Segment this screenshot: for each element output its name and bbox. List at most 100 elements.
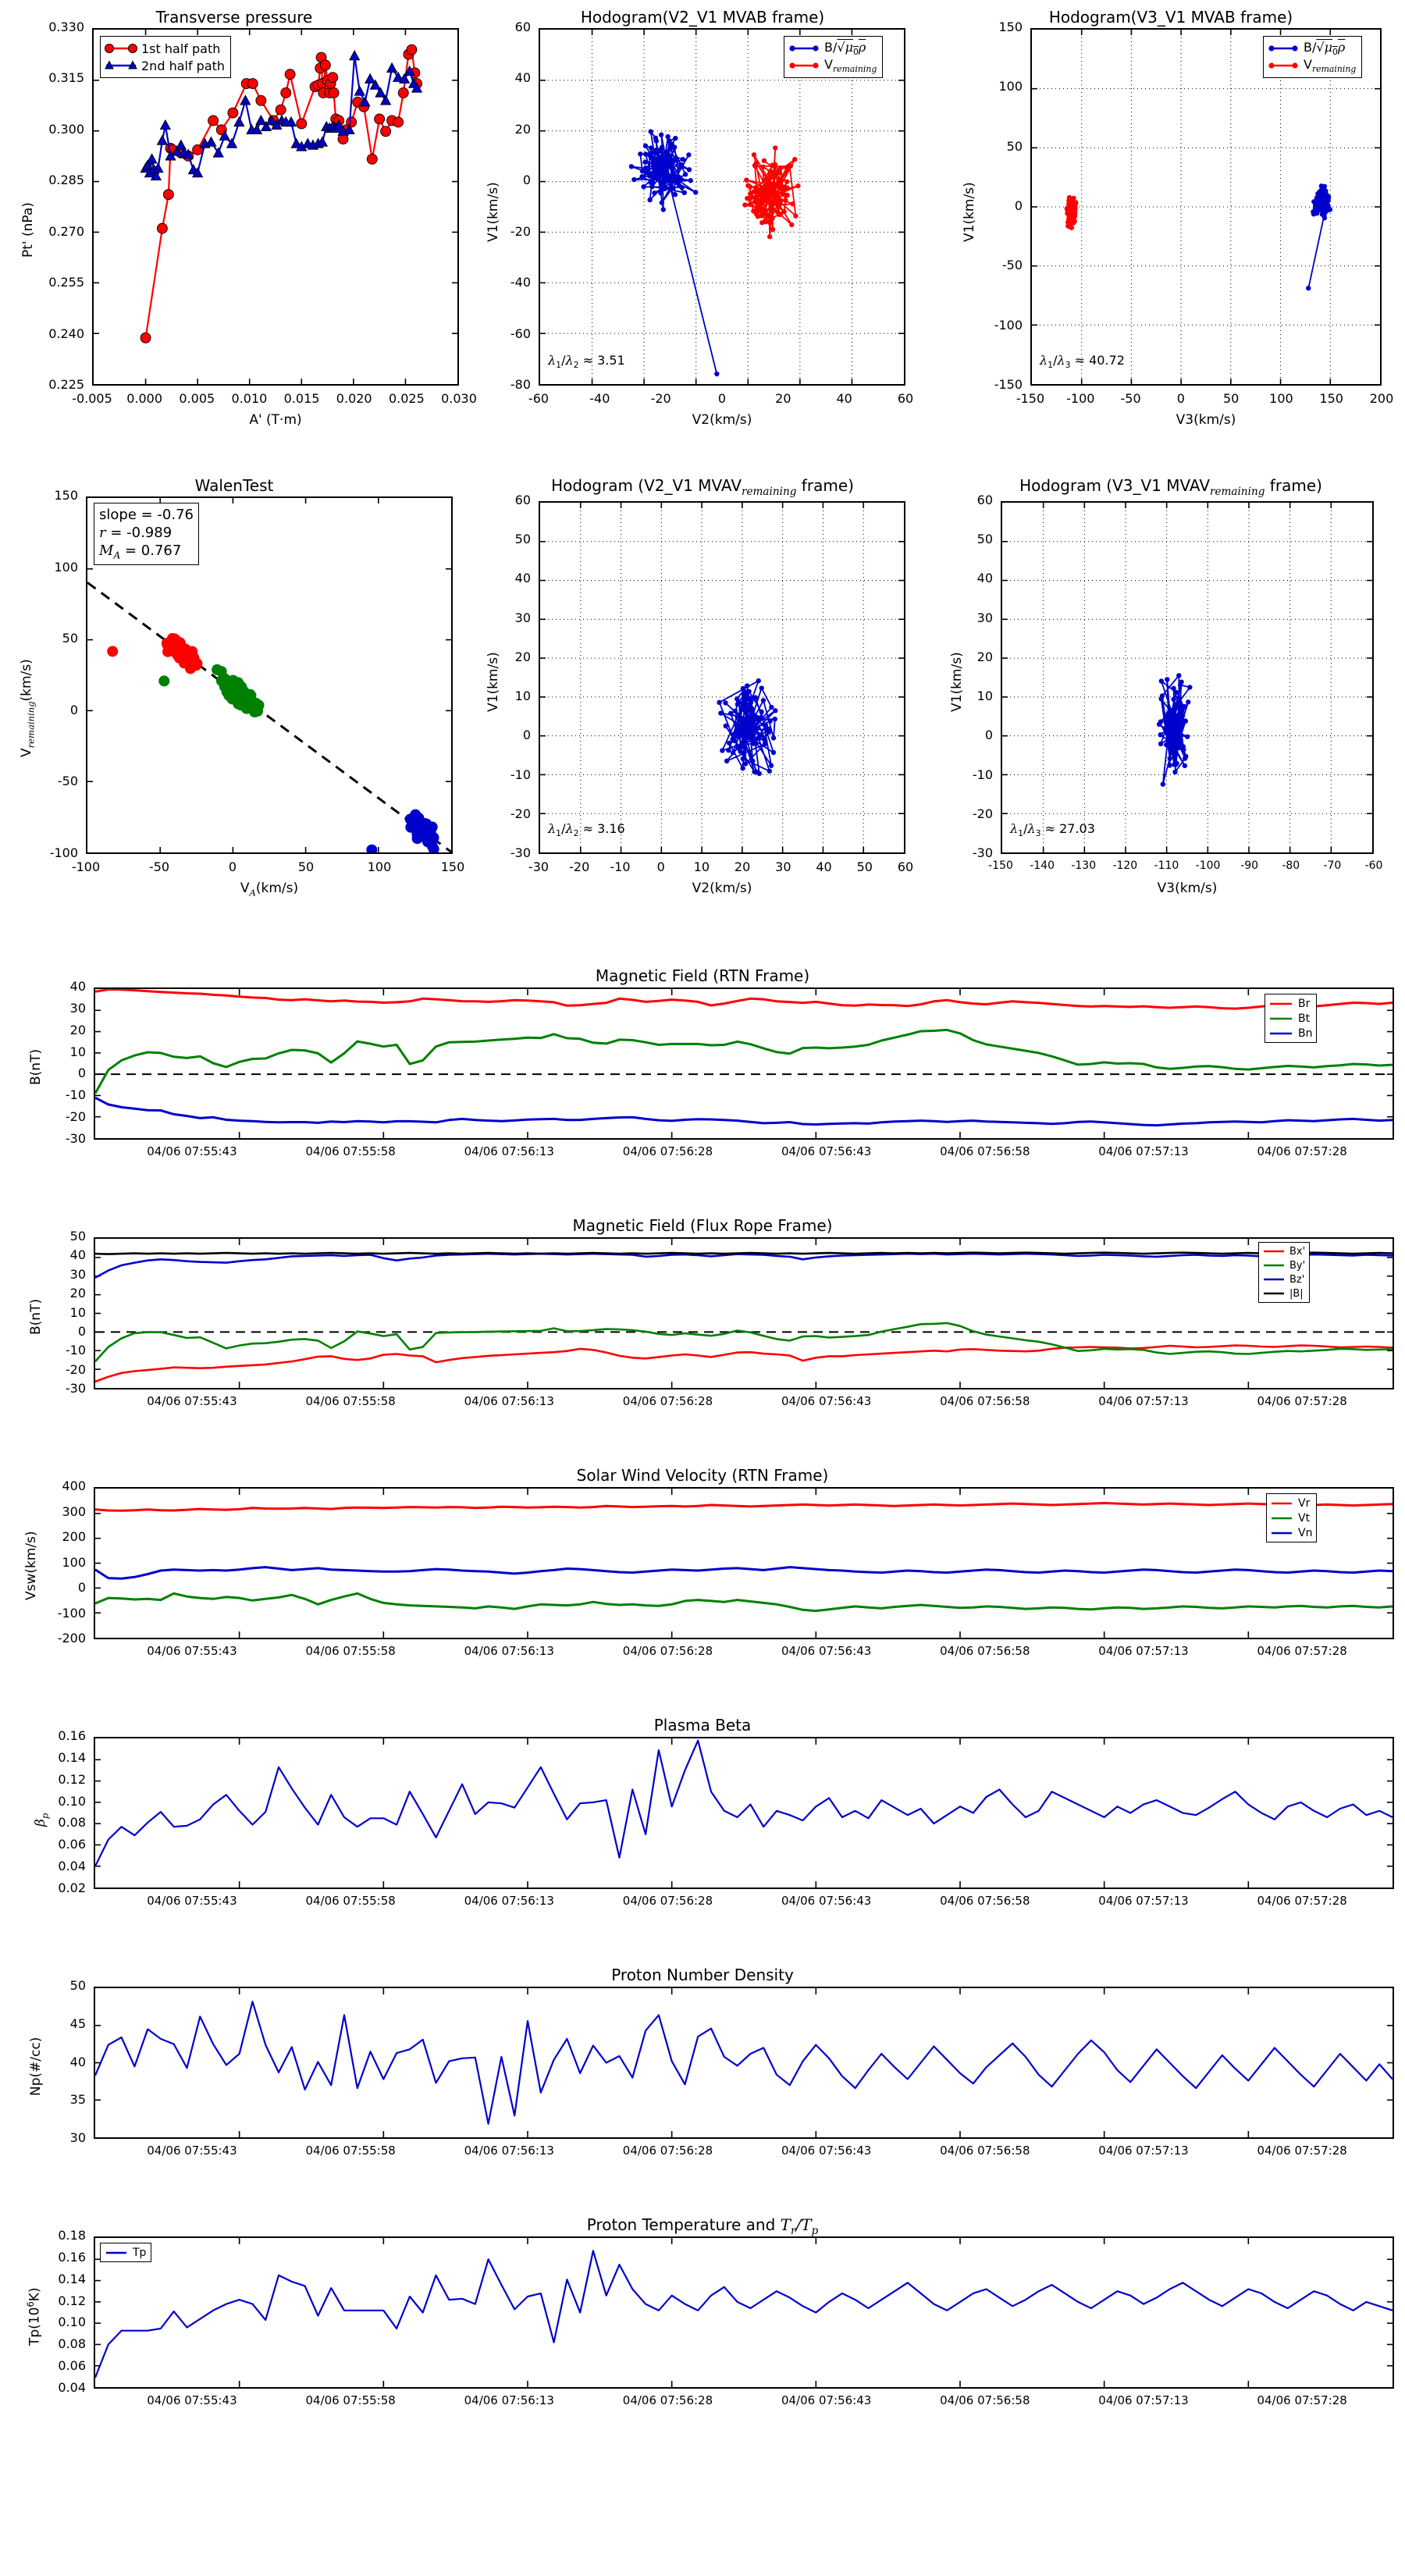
legend-swatch-alfven [1268,45,1298,52]
legend-row: Bx' [1263,1244,1305,1258]
legend-swatch-1st-half [105,44,137,53]
y-tick-label: -20 [972,806,993,821]
plot-area [94,1487,1394,1639]
walen-r: r = -0.989 [99,525,173,542]
x-tick-label: -0.005 [72,391,112,406]
legend-row: Vremaining [788,57,877,74]
panel-magnetic-field-rtn: Magnetic Field (RTN Frame) B(nT) Br Bt B… [0,956,1405,1206]
x-tick-label: 10 [693,859,710,874]
x-tick-label: -50 [1120,391,1141,406]
y-tick-label: 0.285 [48,173,84,188]
y-axis-label: B(nT) [28,1298,44,1335]
time-axis-tick-label: 04/06 07:56:28 [622,2144,713,2158]
panel-title: Hodogram (V3_V1 MVAVremaining frame) [1019,476,1322,498]
x-axis-label: V2(km/s) [692,881,752,896]
legend-row: |B| [1263,1286,1305,1300]
x-tick-label: 0 [228,859,237,874]
y-tick-label: -150 [994,377,1023,392]
legend-swatch-vremaining [789,62,819,69]
y-tick-label: 100 [998,79,1023,94]
time-axis-tick-label: 04/06 07:57:13 [1098,1644,1189,1658]
legend-label: Vn [1298,1526,1313,1539]
time-axis-tick-label: 04/06 07:56:58 [940,1894,1030,1908]
y-tick-label: 0.06 [58,2358,86,2374]
legend-swatch-bt [1270,1017,1292,1019]
y-tick-label: 20 [69,1286,86,1301]
x-tick-label: -20 [569,859,590,874]
legend: Br Bt Bn [1264,994,1318,1043]
time-axis-tick-label: 04/06 07:56:28 [622,2393,713,2407]
time-axis-tick-label: 04/06 07:56:43 [781,2144,872,2158]
panel-solar-wind-velocity: Solar Wind Velocity (RTN Frame) Vsw(km/s… [0,1456,1405,1706]
time-axis-tick-label: 04/06 07:56:28 [622,1144,713,1158]
panel-title: Proton Temperature and Tr/Tp [586,2215,819,2237]
y-tick-label: 30 [514,610,531,625]
legend-swatch-bz [1264,1278,1284,1281]
y-tick-label: 150 [54,488,78,503]
time-axis-tick-label: 04/06 07:56:43 [781,1644,872,1658]
panel-title: WalenTest [194,476,274,495]
y-tick-label: 30 [976,610,993,625]
y-tick-label: 50 [69,1978,86,1993]
legend-row: Vremaining [1268,57,1356,74]
plot-area [94,2236,1394,2389]
eigenvalue-annotation: λ1/λ2 ≈ 3.16 [548,821,625,839]
y-tick-label: 45 [69,2016,86,2031]
x-tick-label: 0 [656,859,665,874]
eigenvalue-ratio: 27.03 [1059,821,1095,836]
time-axis-tick-label: 04/06 07:57:13 [1098,1894,1189,1908]
x-tick-label: -150 [988,859,1013,872]
time-axis-tick-label: 04/06 07:55:43 [147,1644,237,1658]
legend-label: 2nd half path [141,58,226,73]
legend: Tp [100,2243,152,2262]
plot-area [94,1237,1394,1389]
legend-label-vremaining: Vremaining [1304,56,1357,75]
x-tick-label: 60 [897,859,914,874]
x-tick-label: -10 [610,859,631,874]
y-tick-label: -10 [972,767,993,782]
time-axis-tick-label: 04/06 07:55:58 [305,1144,396,1158]
time-axis-tick-label: 04/06 07:56:58 [940,1394,1030,1408]
time-axis-tick-label: 04/06 07:55:58 [305,2393,396,2407]
y-axis-label: Vsw(km/s) [23,1531,39,1600]
y-tick-label: -50 [1001,258,1023,273]
y-tick-label: 40 [976,571,993,586]
eigenvalue-annotation: λ1/λ3 ≈ 27.03 [1010,821,1095,839]
time-axis-tick-label: 04/06 07:57:13 [1098,1394,1189,1408]
panel-title: Hodogram(V3_V1 MVAB frame) [1048,8,1293,27]
walen-slope: slope = -0.76 [99,507,194,523]
panel-hodogram-v3v1-mvav: Hodogram (V3_V1 MVAVremaining frame) V1(… [937,468,1405,896]
y-tick-label: -10 [510,767,531,782]
x-tick-label: 200 [1369,391,1394,406]
y-tick-label: 20 [514,649,531,664]
panel-proton-temperature: Proton Temperature and Tr/Tp Tp(106K) Tp… [0,2205,1405,2471]
y-tick-label: 0 [522,728,531,743]
y-tick-label: -20 [65,1361,86,1377]
y-tick-label: 30 [69,1000,86,1016]
time-axis-tick-label: 04/06 07:56:13 [464,1894,554,1908]
time-axis-tick-label: 04/06 07:57:13 [1098,2144,1189,2158]
time-axis-tick-label: 04/06 07:55:43 [147,1394,237,1408]
panel-plasma-beta: Plasma Beta βp 0.02 0.04 0.06 0.08 0.10 0.12 0… [0,1706,1405,1955]
y-tick-label: 0.06 [58,1837,86,1852]
y-tick-label: 0 [984,728,993,743]
y-tick-label: -30 [65,1131,86,1146]
x-tick-label: -150 [1016,391,1045,406]
plot-area [539,28,905,386]
y-tick-label: 0.14 [58,2271,86,2286]
legend-swatch-vt [1272,1517,1292,1519]
y-axis-label: Tp(106K) [25,2287,43,2346]
plot-area [1001,501,1374,854]
y-tick-label: -20 [510,223,531,239]
legend-label: Tp [133,2246,147,2259]
x-tick-label: 0 [1176,391,1185,406]
x-tick-label: -70 [1323,859,1342,872]
plot-area [94,987,1394,1140]
y-tick-label: -10 [65,1087,86,1103]
x-tick-label: -50 [148,859,170,874]
x-tick-label: -140 [1030,859,1055,872]
y-tick-label: -20 [65,1109,86,1125]
legend-row: Vn [1271,1525,1312,1540]
y-tick-label: 60 [514,20,531,34]
panel-title: Solar Wind Velocity (RTN Frame) [576,1466,829,1485]
